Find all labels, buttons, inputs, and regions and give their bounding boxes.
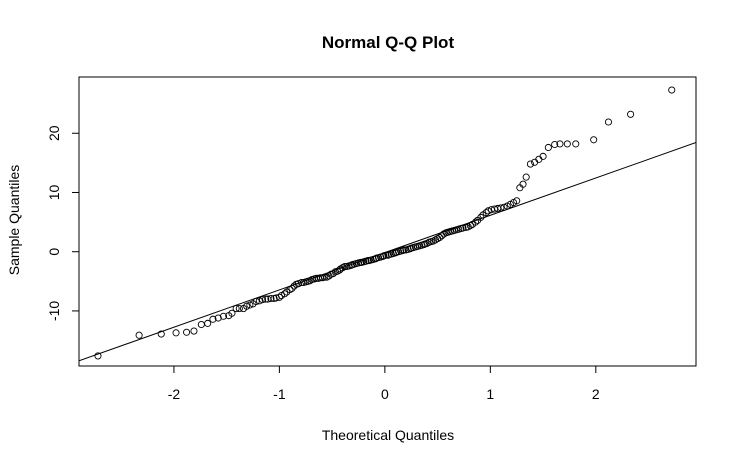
x-axis-label: Theoretical Quantiles — [322, 427, 454, 443]
data-point — [500, 203, 508, 211]
data-point — [556, 140, 564, 148]
plot-area — [78, 76, 697, 367]
data-point — [172, 329, 180, 337]
data-point — [321, 273, 329, 281]
data-point — [258, 296, 267, 304]
data-point — [399, 246, 407, 255]
data-point — [535, 155, 543, 163]
data-point — [94, 352, 102, 360]
data-point — [219, 312, 228, 320]
data-point — [544, 143, 552, 152]
data-point — [255, 297, 263, 305]
data-point — [590, 136, 598, 144]
data-points — [94, 86, 676, 360]
data-point — [183, 328, 191, 336]
data-point — [157, 330, 165, 338]
data-point — [235, 305, 243, 313]
data-point — [288, 284, 296, 292]
x-tick-label: 2 — [592, 386, 600, 402]
data-point — [135, 331, 143, 339]
data-point — [267, 294, 275, 303]
data-point — [382, 251, 390, 259]
data-point — [519, 180, 527, 188]
data-point — [436, 233, 444, 242]
y-axis-label: Sample Quantiles — [6, 165, 22, 276]
data-point — [294, 280, 302, 288]
data-point — [262, 295, 270, 303]
x-tick-label: -1 — [273, 386, 286, 402]
x-tick-label: 0 — [381, 386, 389, 402]
data-point — [209, 315, 217, 323]
data-point — [604, 118, 613, 126]
data-point — [539, 152, 547, 160]
data-point — [459, 224, 467, 232]
x-tick-label: -2 — [168, 386, 181, 402]
data-point — [290, 282, 298, 290]
data-point — [252, 297, 260, 305]
data-point — [522, 173, 530, 181]
data-point — [513, 197, 521, 205]
y-tick-label: 10 — [46, 184, 62, 200]
data-point — [563, 140, 571, 148]
data-point — [668, 86, 676, 94]
data-point — [472, 218, 480, 226]
data-point — [228, 309, 236, 317]
data-point — [526, 160, 534, 168]
data-point — [246, 301, 254, 309]
data-point — [190, 327, 198, 335]
data-point — [204, 319, 212, 327]
data-point — [325, 272, 333, 280]
data-point — [275, 293, 283, 301]
data-point — [379, 252, 387, 260]
data-point — [232, 305, 240, 313]
data-point — [281, 290, 289, 298]
data-point — [482, 209, 490, 217]
y-tick-label: 0 — [46, 248, 62, 256]
chart-title: Normal Q-Q Plot — [322, 33, 455, 52]
y-tick-label: -10 — [46, 301, 62, 321]
x-tick-label: 1 — [486, 386, 494, 402]
y-axis: -10 0 10 20 — [46, 125, 80, 321]
plot-border — [78, 76, 697, 367]
data-point — [572, 140, 580, 148]
data-point — [197, 320, 205, 329]
data-point — [329, 270, 337, 278]
data-point — [551, 140, 559, 149]
data-point — [243, 302, 251, 310]
x-axis: -2 -1 0 1 2 — [168, 365, 600, 402]
data-point — [484, 207, 492, 215]
data-point — [497, 204, 505, 212]
data-point — [627, 110, 635, 118]
y-tick-label: 20 — [46, 125, 62, 141]
data-point — [477, 213, 485, 221]
